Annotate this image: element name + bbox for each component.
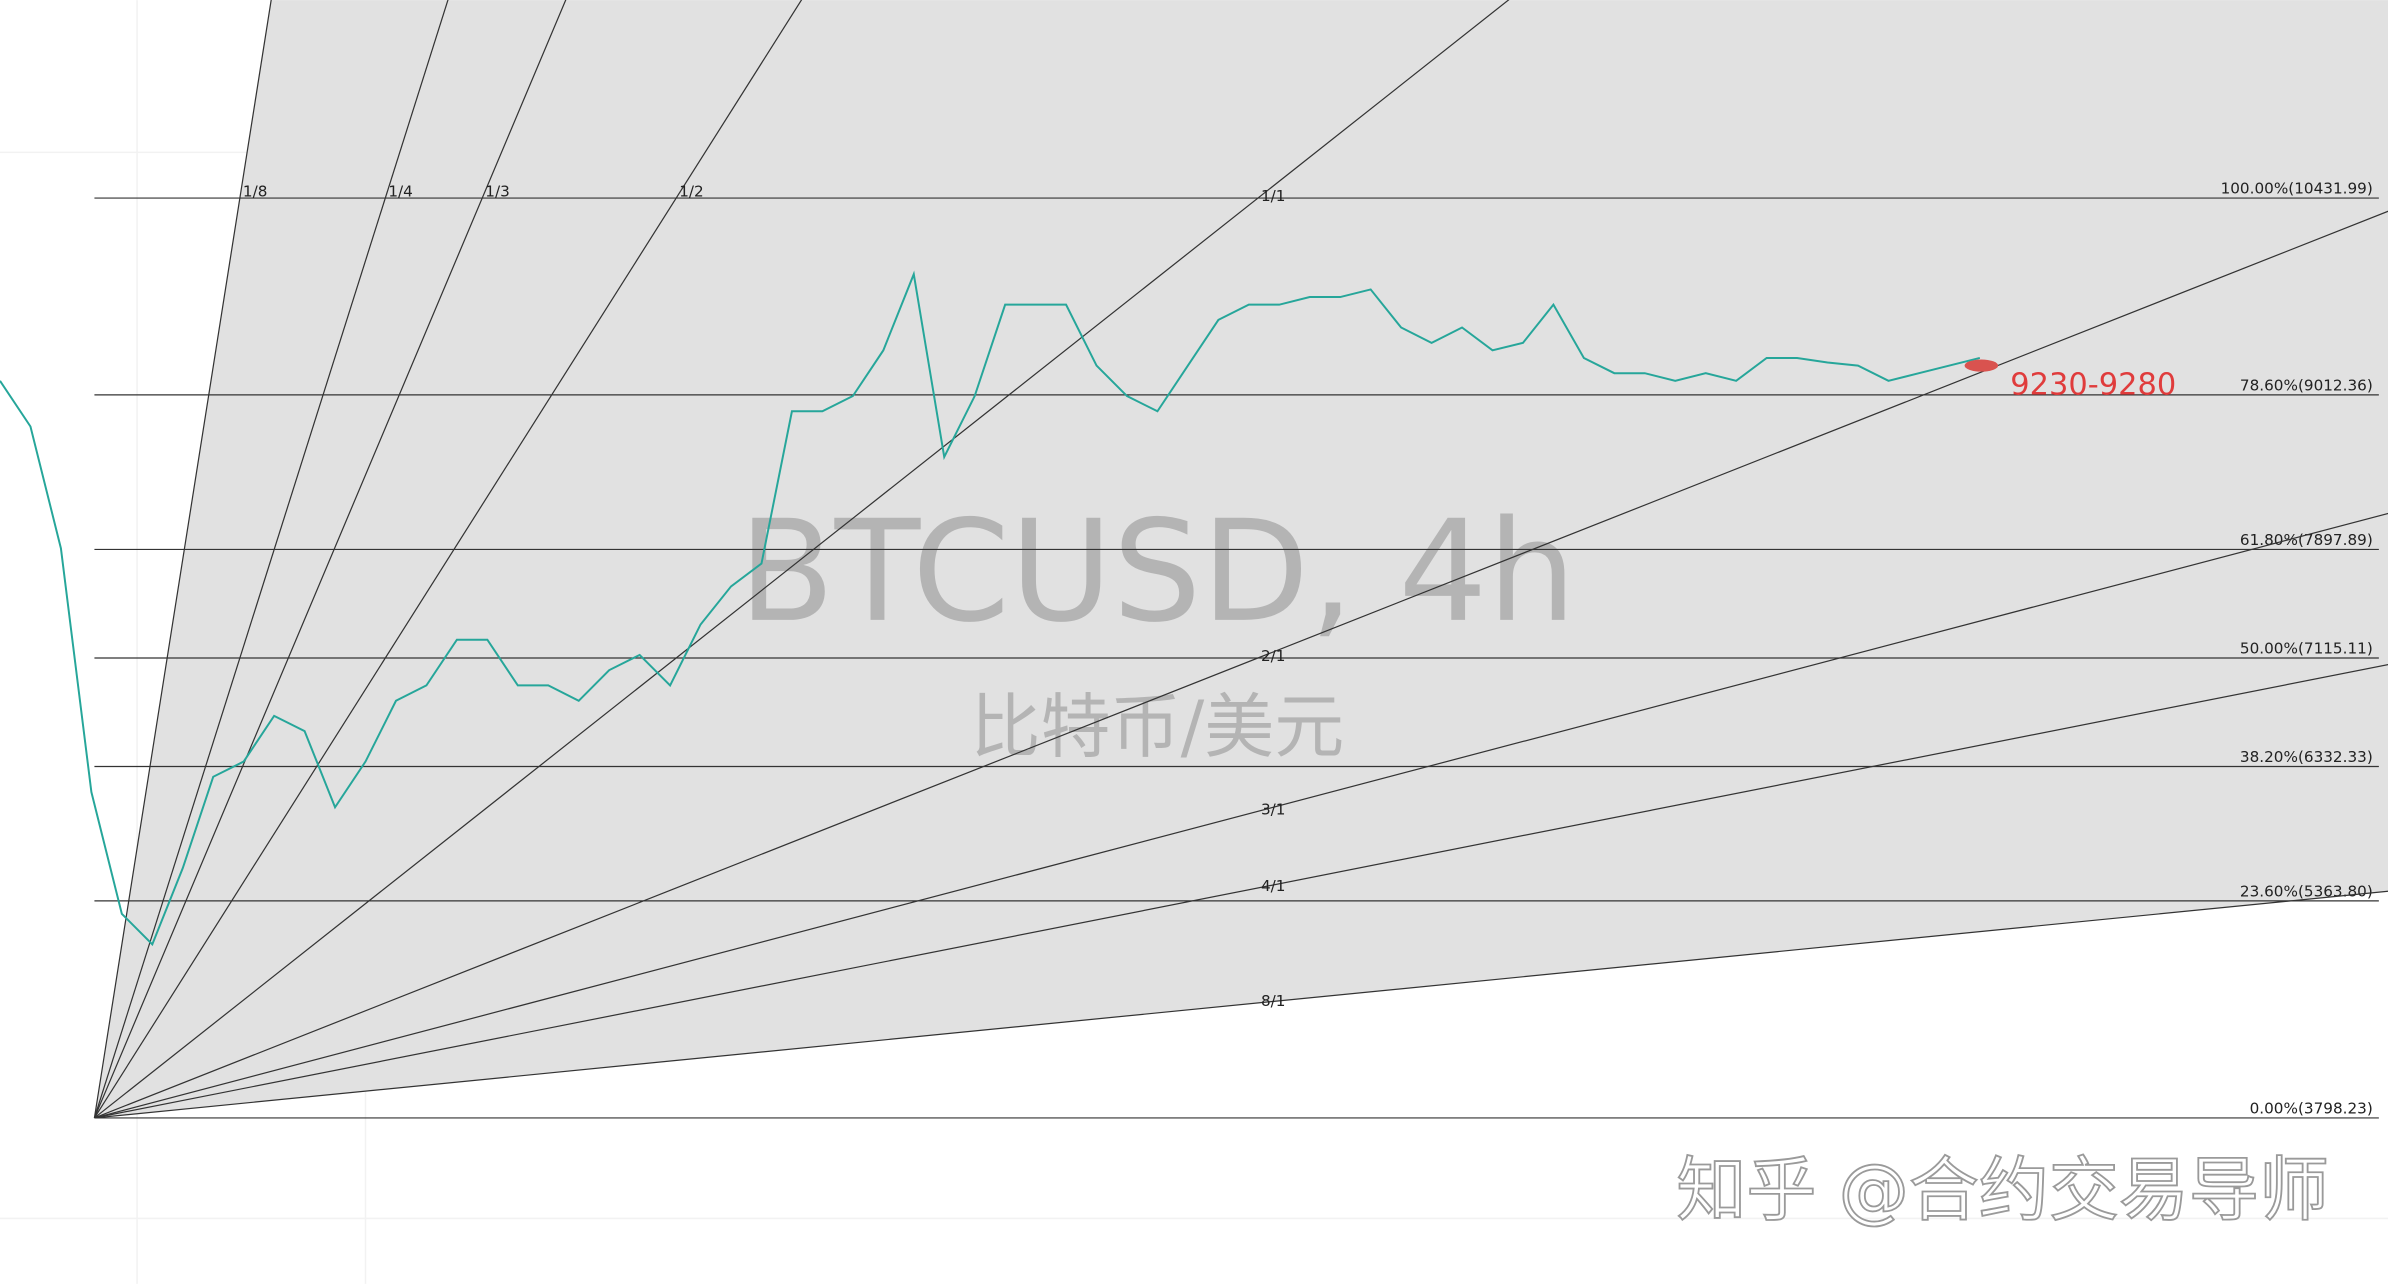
fan-label: 2/1 xyxy=(1261,647,1286,665)
fan-label: 1/8 xyxy=(243,183,268,201)
symbol-subtitle: 比特币/美元 xyxy=(971,686,1345,768)
fan-label: 1/3 xyxy=(485,183,509,201)
annotation: 9230-9280 xyxy=(2010,368,2176,403)
fan-line xyxy=(93,0,567,1119)
fan-label: 1/4 xyxy=(388,183,413,201)
fib-label: 38.20%(6332.33) xyxy=(2240,748,2373,766)
fan-line xyxy=(94,0,1510,1119)
fib-label: 78.60%(9012.36) xyxy=(2240,376,2373,394)
fan-label: 4/1 xyxy=(1261,877,1286,895)
annotation-marker xyxy=(1964,359,1999,372)
fan-label: 3/1 xyxy=(1261,800,1286,818)
price-line xyxy=(0,270,1981,947)
fan-line xyxy=(94,512,2388,1119)
fan-line xyxy=(93,0,272,1119)
drawings: 100.00%(10431.99) 78.60%(9012.36) 61.80%(7… xyxy=(0,0,2388,1119)
fan-label: 1/1 xyxy=(1261,187,1286,205)
fib-label: 100.00%(10431.99) xyxy=(2221,179,2373,197)
symbol-watermark: BTCUSD, 4h xyxy=(739,491,1577,654)
fib-label: 23.60%(5363.80) xyxy=(2240,882,2373,900)
fan-line xyxy=(93,0,449,1119)
fib-label: 50.00%(7115.11) xyxy=(2240,639,2373,657)
fan-line xyxy=(93,0,803,1119)
watermark: 知乎 @合约交易导师 xyxy=(1676,1149,2329,1231)
fib-label: 61.80%(7897.89) xyxy=(2240,531,2373,549)
fan-label: 1/2 xyxy=(679,183,704,201)
fan-line xyxy=(94,210,2388,1119)
fan-label: 8/1 xyxy=(1261,992,1286,1010)
fan-area xyxy=(94,0,2388,1118)
fan-shade xyxy=(94,0,2388,1118)
fib-label: 0.00%(3798.23) xyxy=(2250,1099,2373,1117)
